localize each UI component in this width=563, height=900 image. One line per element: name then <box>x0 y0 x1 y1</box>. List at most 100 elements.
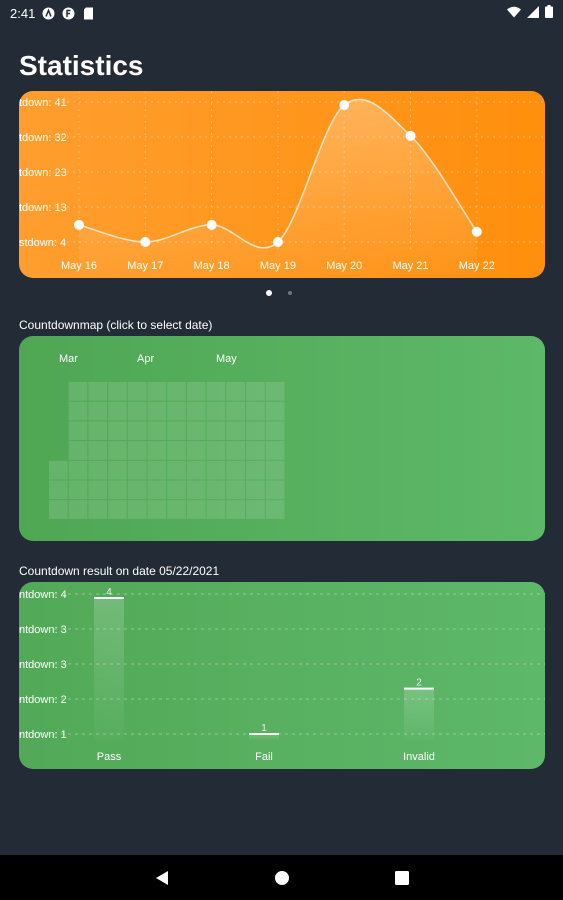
bar-category-label: Invalid <box>403 751 435 763</box>
status-left: 2:41 <box>10 6 95 21</box>
heatmap-cell <box>206 460 226 480</box>
bar-data-label: 1 <box>261 723 267 734</box>
line-point <box>405 130 416 141</box>
line-area <box>79 99 477 278</box>
y-tick-label: stdown: 4 <box>19 237 66 249</box>
battery-icon <box>545 5 553 21</box>
bar-chart-card[interactable]: ntdown: 4 ntdown: 3 ntdown: 3 ntdown: 2 ntdo… <box>19 582 545 769</box>
heatmap-cell <box>127 460 147 480</box>
x-tick-label: May 17 <box>127 260 163 272</box>
heatmap-cell <box>246 441 265 460</box>
heatmap-cell <box>265 500 285 519</box>
heatmap-label: Countdownmap (click to select date) <box>19 318 213 332</box>
y-tick-label: tdown: 32 <box>19 132 67 144</box>
heatmap-cell <box>246 421 265 441</box>
heatmap-cell <box>147 480 167 500</box>
heatmap-cell <box>265 441 285 460</box>
bar-y-tick-label: ntdown: 3 <box>19 659 67 671</box>
heatmap-cell <box>88 441 108 460</box>
bar-y-tick-label: ntdown: 1 <box>19 729 67 741</box>
heatmap-cell <box>206 480 226 500</box>
line-point <box>206 219 217 230</box>
y-tick-label: tdown: 13 <box>19 202 67 214</box>
heatmap-cell <box>68 401 88 421</box>
heatmap-card[interactable]: Mar Apr May <box>19 336 545 541</box>
y-tick-label: tdown: 41 <box>19 97 67 109</box>
line-point <box>272 237 283 247</box>
heatmap-cell <box>265 460 285 480</box>
heatmap-cell <box>265 401 285 421</box>
heatmap-cell <box>186 382 206 401</box>
heatmap-cell <box>226 421 245 441</box>
heatmap-cell <box>147 382 167 401</box>
sd-card-icon <box>82 7 95 20</box>
heatmap-cell <box>246 382 265 401</box>
heatmap-cell <box>68 460 88 480</box>
wifi-icon <box>507 6 521 21</box>
x-tick-label: May 21 <box>392 260 428 272</box>
heatmap-cell <box>206 382 226 401</box>
status-time: 2:41 <box>10 5 36 21</box>
recents-icon[interactable] <box>392 868 412 888</box>
line-point <box>74 219 84 230</box>
heatmap-cell <box>68 421 88 441</box>
heatmap-cell <box>186 500 206 519</box>
bar <box>249 734 279 740</box>
heatmap-cell <box>246 460 265 480</box>
bar-category-label: Pass <box>97 751 122 763</box>
heatmap-cell <box>246 500 265 519</box>
heatmap-cell <box>68 480 88 500</box>
heatmap-cell <box>108 460 127 480</box>
heatmap-cell <box>246 401 265 421</box>
x-tick-label: May 20 <box>326 260 362 272</box>
heatmap-cell <box>88 382 108 401</box>
line-chart[interactable]: tdown: 41 tdown: 32 tdown: 23 tdown: 13 stdo… <box>19 91 545 278</box>
bar-y-tick-label: ntdown: 2 <box>19 694 67 706</box>
heatmap-cell <box>167 441 186 460</box>
home-icon[interactable] <box>272 868 292 888</box>
heatmap-cell <box>186 401 206 421</box>
line-chart-card[interactable]: tdown: 41 tdown: 32 tdown: 23 tdown: 13 stdo… <box>19 91 545 278</box>
heatmap-cell <box>265 421 285 441</box>
heatmap-cell <box>108 500 127 519</box>
heatmap-cell <box>206 421 226 441</box>
heatmap-cell <box>167 500 186 519</box>
heatmap-cell <box>68 500 88 519</box>
heatmap-cell <box>147 500 167 519</box>
page-dot[interactable] <box>288 291 292 295</box>
line-point <box>339 100 350 110</box>
heatmap-cell <box>147 421 167 441</box>
status-right <box>507 5 553 21</box>
x-tick-label: May 19 <box>260 260 296 272</box>
bar-data-label: 2 <box>416 678 422 689</box>
heatmap-cell <box>246 480 265 500</box>
heatmap-cell <box>226 441 245 460</box>
heatmap-cell <box>127 401 147 421</box>
bar <box>404 688 434 740</box>
heatmap-cell <box>88 500 108 519</box>
x-tick-label: May 22 <box>459 260 495 272</box>
heatmap-cell <box>226 382 245 401</box>
bar-chart-label: Countdown result on date 05/22/2021 <box>19 564 220 578</box>
countdown-heatmap[interactable]: Mar Apr May <box>19 336 545 541</box>
heatmap-cell <box>127 480 147 500</box>
line-point <box>471 226 482 237</box>
heatmap-cell <box>88 401 108 421</box>
heatmap-cell <box>108 480 127 500</box>
heatmap-cell <box>226 460 245 480</box>
heatmap-cell <box>186 441 206 460</box>
page-title: Statistics <box>19 50 144 81</box>
page-indicator <box>266 290 292 296</box>
heatmap-cell <box>226 480 245 500</box>
heatmap-cell <box>108 382 127 401</box>
heatmap-cell <box>127 441 147 460</box>
line-point <box>140 237 151 247</box>
heatmap-cell <box>147 441 167 460</box>
back-icon[interactable] <box>152 868 172 888</box>
heatmap-cell <box>88 460 108 480</box>
heatmap-cell <box>88 421 108 441</box>
heatmap-cell <box>167 460 186 480</box>
page-dot-active[interactable] <box>266 290 272 296</box>
heatmap-cell <box>49 460 68 480</box>
f-badge-icon <box>62 7 75 20</box>
